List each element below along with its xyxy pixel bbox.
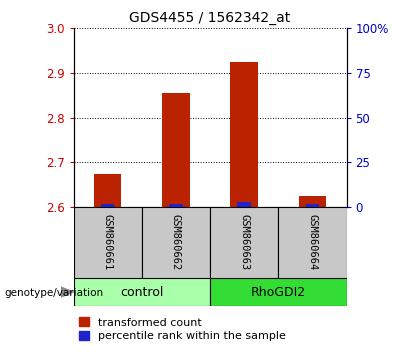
Bar [305,204,319,207]
Text: control: control [120,286,163,298]
Text: GSM860662: GSM860662 [171,215,181,270]
Bar [74,278,210,306]
Text: genotype/variation: genotype/variation [4,288,103,298]
Bar [210,207,278,278]
Polygon shape [61,287,74,297]
Text: GSM860664: GSM860664 [307,215,318,270]
Bar [210,278,346,306]
Bar [94,173,121,207]
Bar [74,207,142,278]
Bar [237,202,251,207]
Bar [278,207,346,278]
Bar [299,196,326,207]
Text: GSM860661: GSM860661 [102,215,113,270]
Title: GDS4455 / 1562342_at: GDS4455 / 1562342_at [129,11,291,24]
Text: GSM860663: GSM860663 [239,215,249,270]
Bar [142,207,210,278]
Bar [162,93,189,207]
Bar [231,62,258,207]
Text: RhoGDI2: RhoGDI2 [251,286,306,298]
Legend: transformed count, percentile rank within the sample: transformed count, percentile rank withi… [79,317,286,341]
Bar [101,204,114,207]
Bar [169,204,183,207]
